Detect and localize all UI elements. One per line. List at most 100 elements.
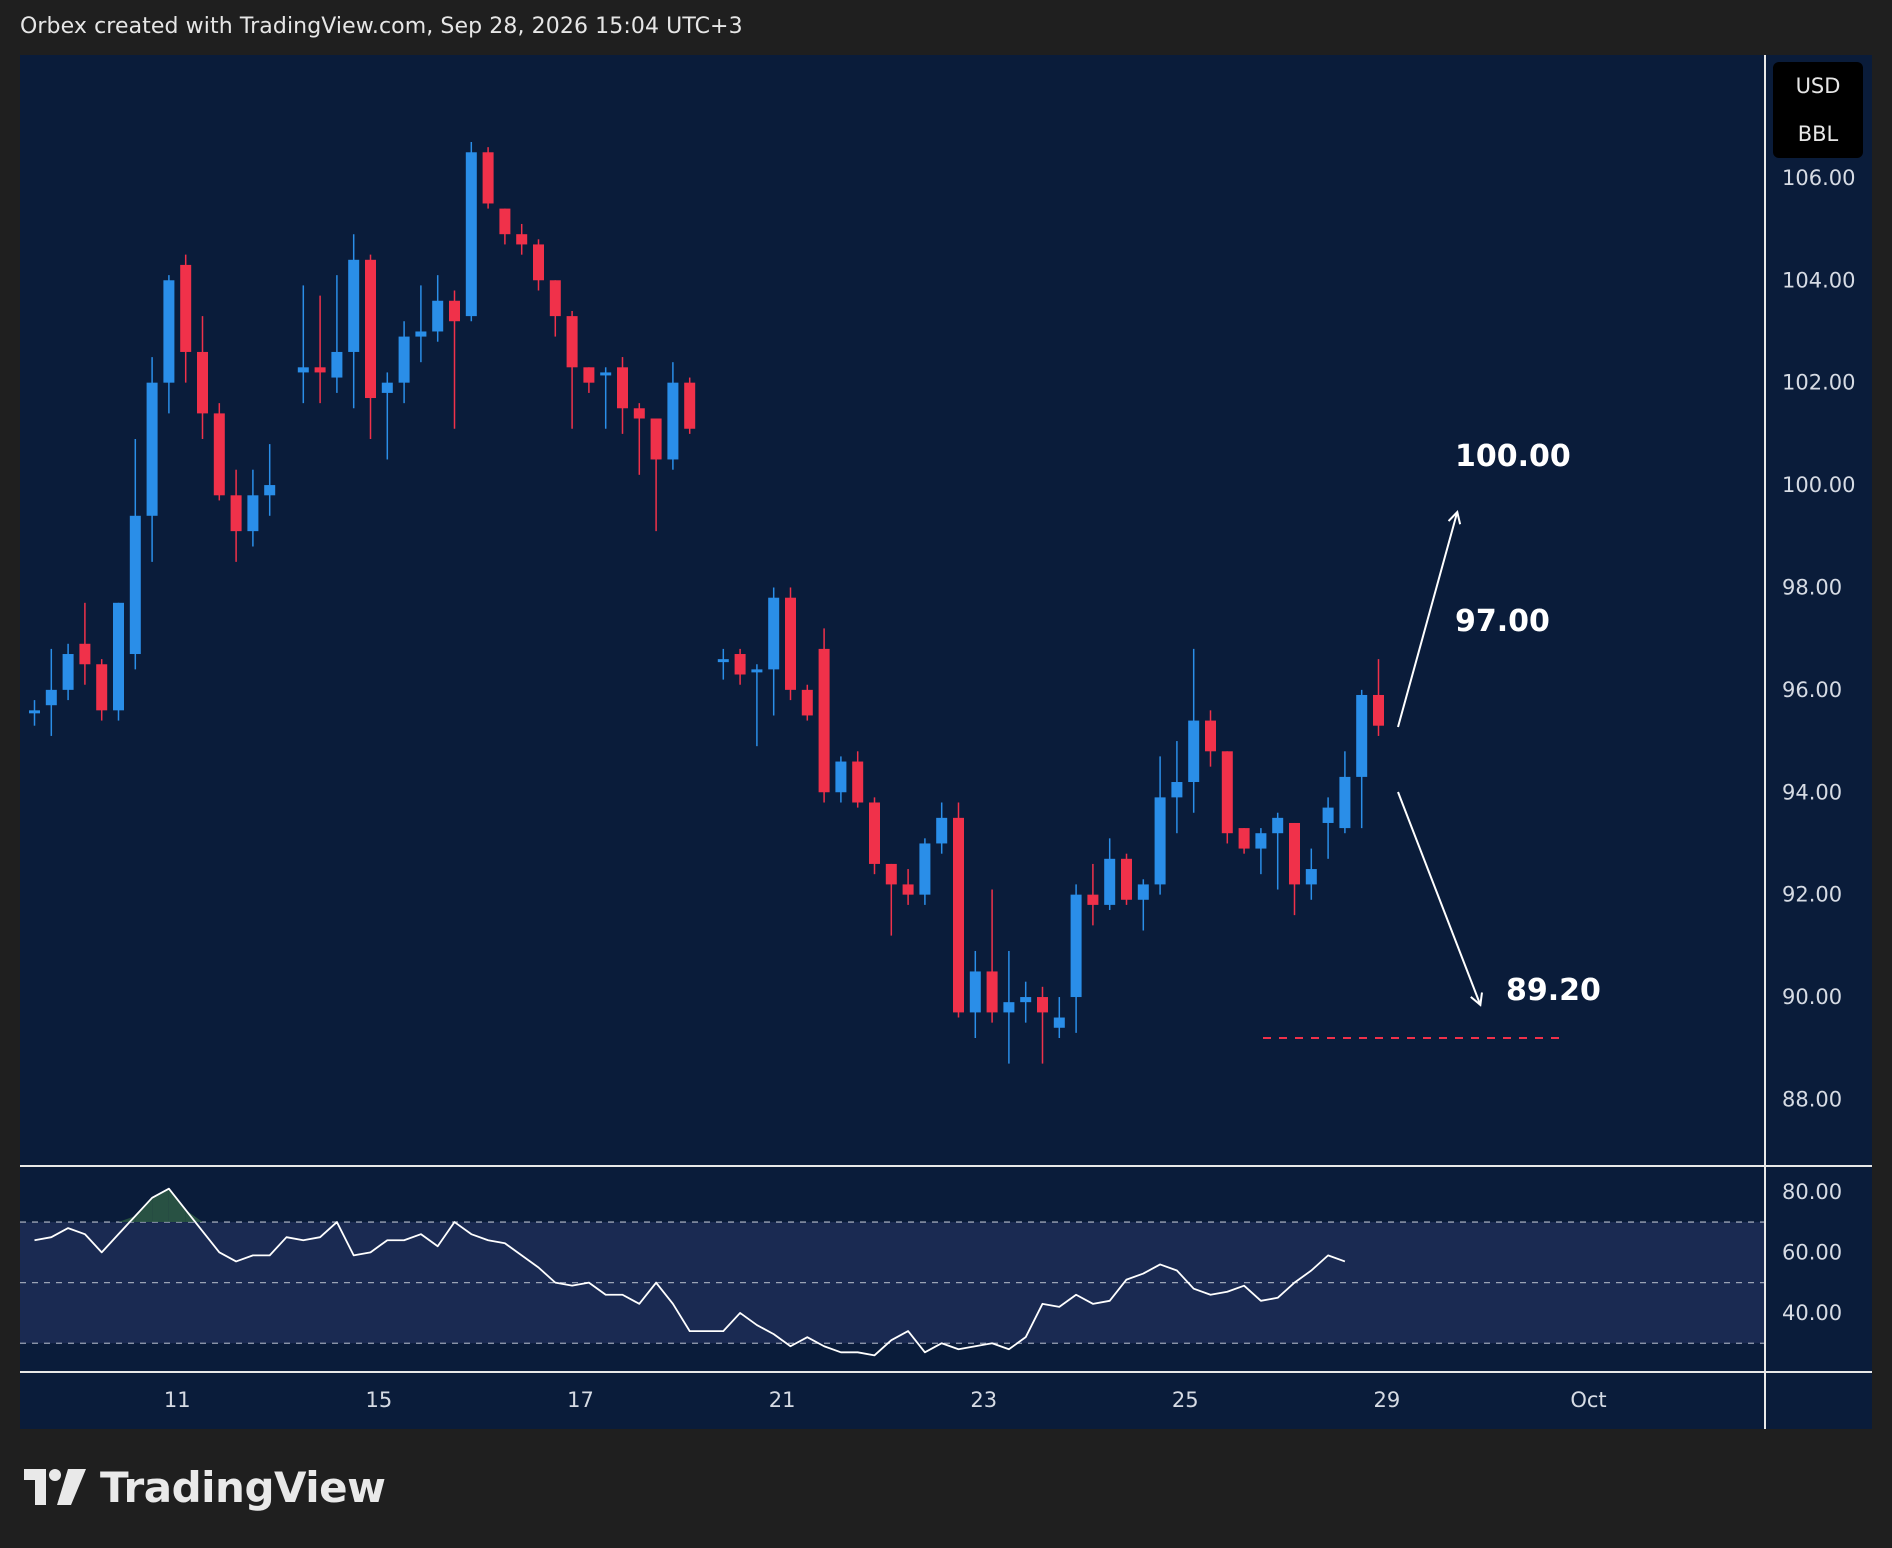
candle-body bbox=[1020, 997, 1032, 1003]
candle-body bbox=[146, 382, 158, 516]
candle-body bbox=[969, 971, 981, 1013]
candle-body bbox=[1305, 869, 1317, 885]
candle-body bbox=[1070, 894, 1082, 998]
time-tick-label: 11 bbox=[164, 1388, 191, 1412]
candle-body bbox=[348, 259, 360, 352]
candle-body bbox=[768, 597, 780, 670]
candle-body bbox=[751, 669, 763, 673]
time-tick-label: 15 bbox=[366, 1388, 393, 1412]
candle-body bbox=[902, 884, 914, 895]
rsi-band bbox=[20, 1222, 1765, 1344]
time-tick-label: 29 bbox=[1374, 1388, 1401, 1412]
candle-body bbox=[113, 602, 124, 711]
candle-body bbox=[96, 664, 108, 711]
candle-body bbox=[734, 654, 746, 675]
candle-body bbox=[415, 331, 427, 337]
candle-body bbox=[180, 264, 192, 352]
candle-body bbox=[919, 843, 931, 895]
rsi-overbought-fill bbox=[135, 1197, 153, 1223]
brand-logo: TradingView bbox=[24, 1462, 386, 1512]
rsi-band-layer bbox=[20, 1221, 1765, 1344]
candle-body bbox=[264, 485, 276, 496]
candle-body bbox=[717, 659, 729, 663]
price-tick-label: 98.00 bbox=[1782, 575, 1842, 599]
candle-body bbox=[62, 654, 74, 690]
target-label-89: 89.20 bbox=[1506, 973, 1601, 1008]
candle-body bbox=[583, 367, 595, 383]
price-tick-label: 90.00 bbox=[1782, 985, 1842, 1009]
candle-body bbox=[1205, 720, 1216, 752]
chart-canvas[interactable]: 100.00 97.00 89.20 106.00 104.00 102.00 … bbox=[20, 55, 1872, 1429]
rsi-tick-label: 40.00 bbox=[1782, 1301, 1842, 1325]
rsi-overbought-fill bbox=[152, 1188, 169, 1223]
bearish-projection-arrow bbox=[1397, 791, 1480, 1004]
candle-body bbox=[1356, 694, 1368, 777]
candle-body bbox=[365, 259, 376, 399]
candle-body bbox=[1121, 858, 1132, 900]
candle-body bbox=[835, 761, 847, 793]
rsi-line bbox=[34, 1187, 1346, 1357]
candle-body bbox=[852, 761, 864, 803]
candle-body bbox=[986, 971, 998, 1013]
rsi-tick-label: 60.00 bbox=[1782, 1240, 1842, 1264]
candle-body bbox=[449, 300, 460, 322]
candle-body bbox=[1137, 884, 1149, 900]
candle-body bbox=[953, 817, 964, 1013]
candle-body bbox=[1154, 797, 1166, 885]
price-tick-label: 92.00 bbox=[1782, 883, 1842, 907]
bullish-projection-arrow bbox=[1397, 513, 1457, 728]
candle-body bbox=[1221, 751, 1233, 834]
candle-body bbox=[1037, 997, 1048, 1013]
candle-body bbox=[1003, 1002, 1015, 1013]
currency-unit-badge[interactable]: USD BBL bbox=[1773, 62, 1863, 158]
candle-body bbox=[499, 208, 511, 235]
candle-body bbox=[432, 300, 444, 332]
candle-body bbox=[297, 367, 309, 373]
candle-body bbox=[617, 367, 628, 409]
candle-body bbox=[163, 280, 175, 383]
candle-body bbox=[600, 372, 612, 376]
candle-body bbox=[465, 152, 477, 317]
rsi-overbought-fill bbox=[185, 1209, 203, 1223]
rsi-tick-label: 80.00 bbox=[1782, 1180, 1842, 1204]
candle-body bbox=[516, 234, 528, 245]
rsi-axis[interactable]: 80.00 60.00 40.00 bbox=[1782, 1180, 1842, 1325]
candle-body bbox=[684, 382, 696, 429]
candle-body bbox=[1171, 782, 1183, 798]
unit-label: BBL bbox=[1797, 122, 1839, 146]
price-tick-label: 104.00 bbox=[1782, 268, 1855, 292]
candles-layer bbox=[29, 142, 1384, 1064]
chart-frame: 100.00 97.00 89.20 106.00 104.00 102.00 … bbox=[20, 55, 1872, 1429]
candle-body bbox=[633, 408, 645, 419]
candle-body bbox=[667, 382, 679, 460]
time-tick-label: 17 bbox=[567, 1388, 594, 1412]
price-tick-label: 94.00 bbox=[1782, 780, 1842, 804]
candle-body bbox=[381, 382, 393, 393]
price-tick-label: 96.00 bbox=[1782, 678, 1842, 702]
candle-body bbox=[1339, 776, 1351, 829]
price-axis[interactable]: 106.00 104.00 102.00 100.00 98.00 96.00 … bbox=[1782, 166, 1855, 1112]
candle-body bbox=[785, 597, 796, 690]
candle-body bbox=[936, 817, 948, 844]
candle-body bbox=[1053, 1017, 1065, 1028]
time-tick-label: 23 bbox=[970, 1388, 997, 1412]
time-tick-label: 21 bbox=[769, 1388, 796, 1412]
candle-body bbox=[1272, 817, 1284, 834]
candle-body bbox=[1104, 858, 1116, 905]
candle-body bbox=[533, 244, 544, 281]
candle-body bbox=[398, 336, 410, 383]
candle-body bbox=[566, 316, 578, 368]
candle-body bbox=[1322, 807, 1334, 823]
candle-body bbox=[885, 863, 897, 885]
price-tick-label: 102.00 bbox=[1782, 371, 1855, 395]
candle-body bbox=[482, 152, 494, 204]
candle-body bbox=[801, 689, 813, 716]
candle-body bbox=[129, 515, 141, 655]
candle-body bbox=[1238, 828, 1250, 849]
level-label-97: 97.00 bbox=[1455, 604, 1550, 639]
time-axis[interactable]: 11 15 17 21 23 25 29 Oct bbox=[164, 1388, 1607, 1412]
candle-body bbox=[1188, 720, 1200, 783]
price-tick-label: 100.00 bbox=[1782, 473, 1855, 497]
candle-body bbox=[1373, 694, 1384, 726]
price-tick-label: 88.00 bbox=[1782, 1087, 1842, 1111]
